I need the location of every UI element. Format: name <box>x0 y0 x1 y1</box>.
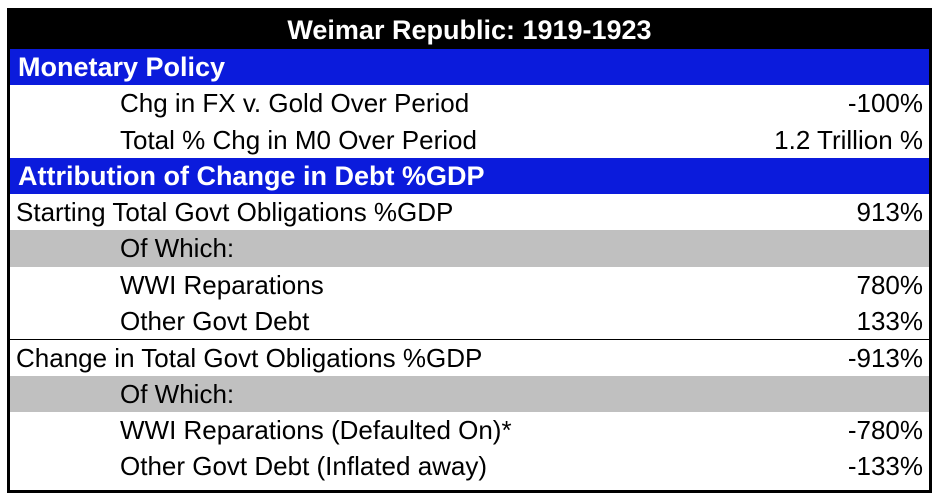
table-row-of-which: Of Which: <box>10 375 929 412</box>
table-row-other-govt-debt-inflated: Other Govt Debt (Inflated away) -133% <box>10 448 929 484</box>
row-label: Other Govt Debt <box>120 306 310 337</box>
row-label: Total % Chg in M0 Over Period <box>120 124 477 155</box>
data-table: Weimar Republic: 1919-1923 Monetary Poli… <box>7 8 932 493</box>
row-value: 913% <box>856 197 924 228</box>
table-row-of-which: Of Which: <box>10 230 929 267</box>
table-row-fx-gold: Chg in FX v. Gold Over Period -100% <box>10 85 929 121</box>
table-row-m0-change: Total % Chg in M0 Over Period 1.2 Trilli… <box>10 122 929 158</box>
row-label: WWI Reparations <box>120 269 324 300</box>
row-value: 1.2 Trillion % <box>774 124 923 155</box>
row-label: Change in Total Govt Obligations %GDP <box>16 343 483 374</box>
row-value: -780% <box>847 414 923 445</box>
table-row-change-obligations: Change in Total Govt Obligations %GDP -9… <box>10 339 929 375</box>
row-label: Other Govt Debt (Inflated away) <box>120 451 488 482</box>
row-label: Starting Total Govt Obligations %GDP <box>16 197 454 228</box>
row-value: -100% <box>847 88 923 119</box>
row-label: Chg in FX v. Gold Over Period <box>120 88 470 119</box>
section-header-attribution: Attribution of Change in Debt %GDP <box>10 157 929 195</box>
row-value: -913% <box>847 343 923 374</box>
table-row-starting-obligations: Starting Total Govt Obligations %GDP 913… <box>10 194 929 230</box>
section-header-monetary-policy: Monetary Policy <box>10 49 929 86</box>
table-title: Weimar Republic: 1919-1923 <box>10 11 929 49</box>
row-label: Of Which: <box>120 378 235 409</box>
row-value: 780% <box>856 269 924 300</box>
table-row-wwi-reparations-defaulted: WWI Reparations (Defaulted On)* -780% <box>10 412 929 448</box>
row-value: 133% <box>856 306 924 337</box>
row-label: WWI Reparations (Defaulted On)* <box>120 414 512 445</box>
table-row-wwi-reparations: WWI Reparations 780% <box>10 267 929 303</box>
row-value: -133% <box>847 451 923 482</box>
row-label: Of Which: <box>120 233 235 264</box>
table-row-other-govt-debt: Other Govt Debt 133% <box>10 303 929 339</box>
